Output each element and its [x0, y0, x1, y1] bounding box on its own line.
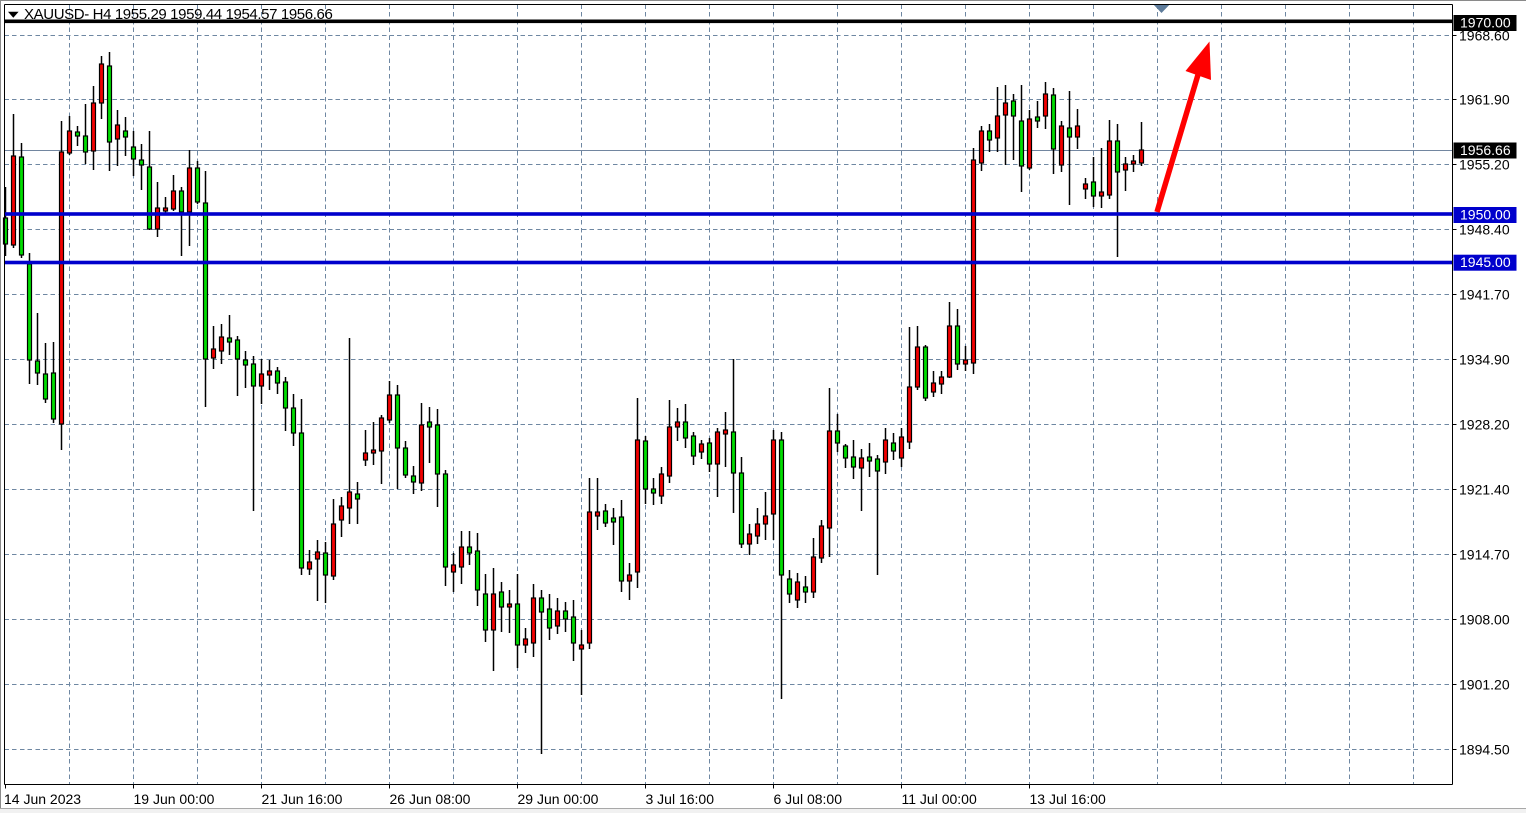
svg-text:1914.70: 1914.70: [1459, 547, 1510, 563]
svg-text:1934.90: 1934.90: [1459, 352, 1510, 368]
svg-text:1955.20: 1955.20: [1459, 157, 1510, 173]
svg-text:1948.40: 1948.40: [1459, 222, 1510, 238]
svg-text:3 Jul 16:00: 3 Jul 16:00: [646, 791, 715, 807]
svg-text:1941.70: 1941.70: [1459, 287, 1510, 303]
svg-text:29 Jun 00:00: 29 Jun 00:00: [518, 791, 599, 807]
svg-text:XAUUSD- H4 1955.29 1959.44 19: XAUUSD- H4 1955.29 1959.44 1954.57 1956.…: [24, 6, 332, 23]
svg-text:6 Jul 08:00: 6 Jul 08:00: [774, 791, 843, 807]
svg-text:1950.00: 1950.00: [1460, 207, 1511, 223]
svg-text:13 Jul 16:00: 13 Jul 16:00: [1030, 791, 1106, 807]
svg-text:1968.60: 1968.60: [1459, 28, 1510, 44]
svg-text:1894.50: 1894.50: [1459, 742, 1510, 758]
svg-text:1956.66: 1956.66: [1460, 142, 1511, 158]
svg-text:19 Jun 00:00: 19 Jun 00:00: [134, 791, 215, 807]
svg-text:1901.20: 1901.20: [1459, 677, 1510, 693]
svg-text:1928.20: 1928.20: [1459, 417, 1510, 433]
svg-text:1921.40: 1921.40: [1459, 482, 1510, 498]
svg-text:11 Jul 00:00: 11 Jul 00:00: [902, 791, 977, 807]
svg-text:1961.90: 1961.90: [1459, 92, 1510, 108]
svg-text:26 Jun 08:00: 26 Jun 08:00: [390, 791, 471, 807]
svg-text:1970.00: 1970.00: [1460, 15, 1511, 31]
svg-text:14 Jun 2023: 14 Jun 2023: [4, 791, 81, 807]
svg-text:1945.00: 1945.00: [1460, 254, 1511, 270]
svg-text:21 Jun 16:00: 21 Jun 16:00: [262, 791, 343, 807]
svg-text:1908.00: 1908.00: [1459, 612, 1510, 628]
